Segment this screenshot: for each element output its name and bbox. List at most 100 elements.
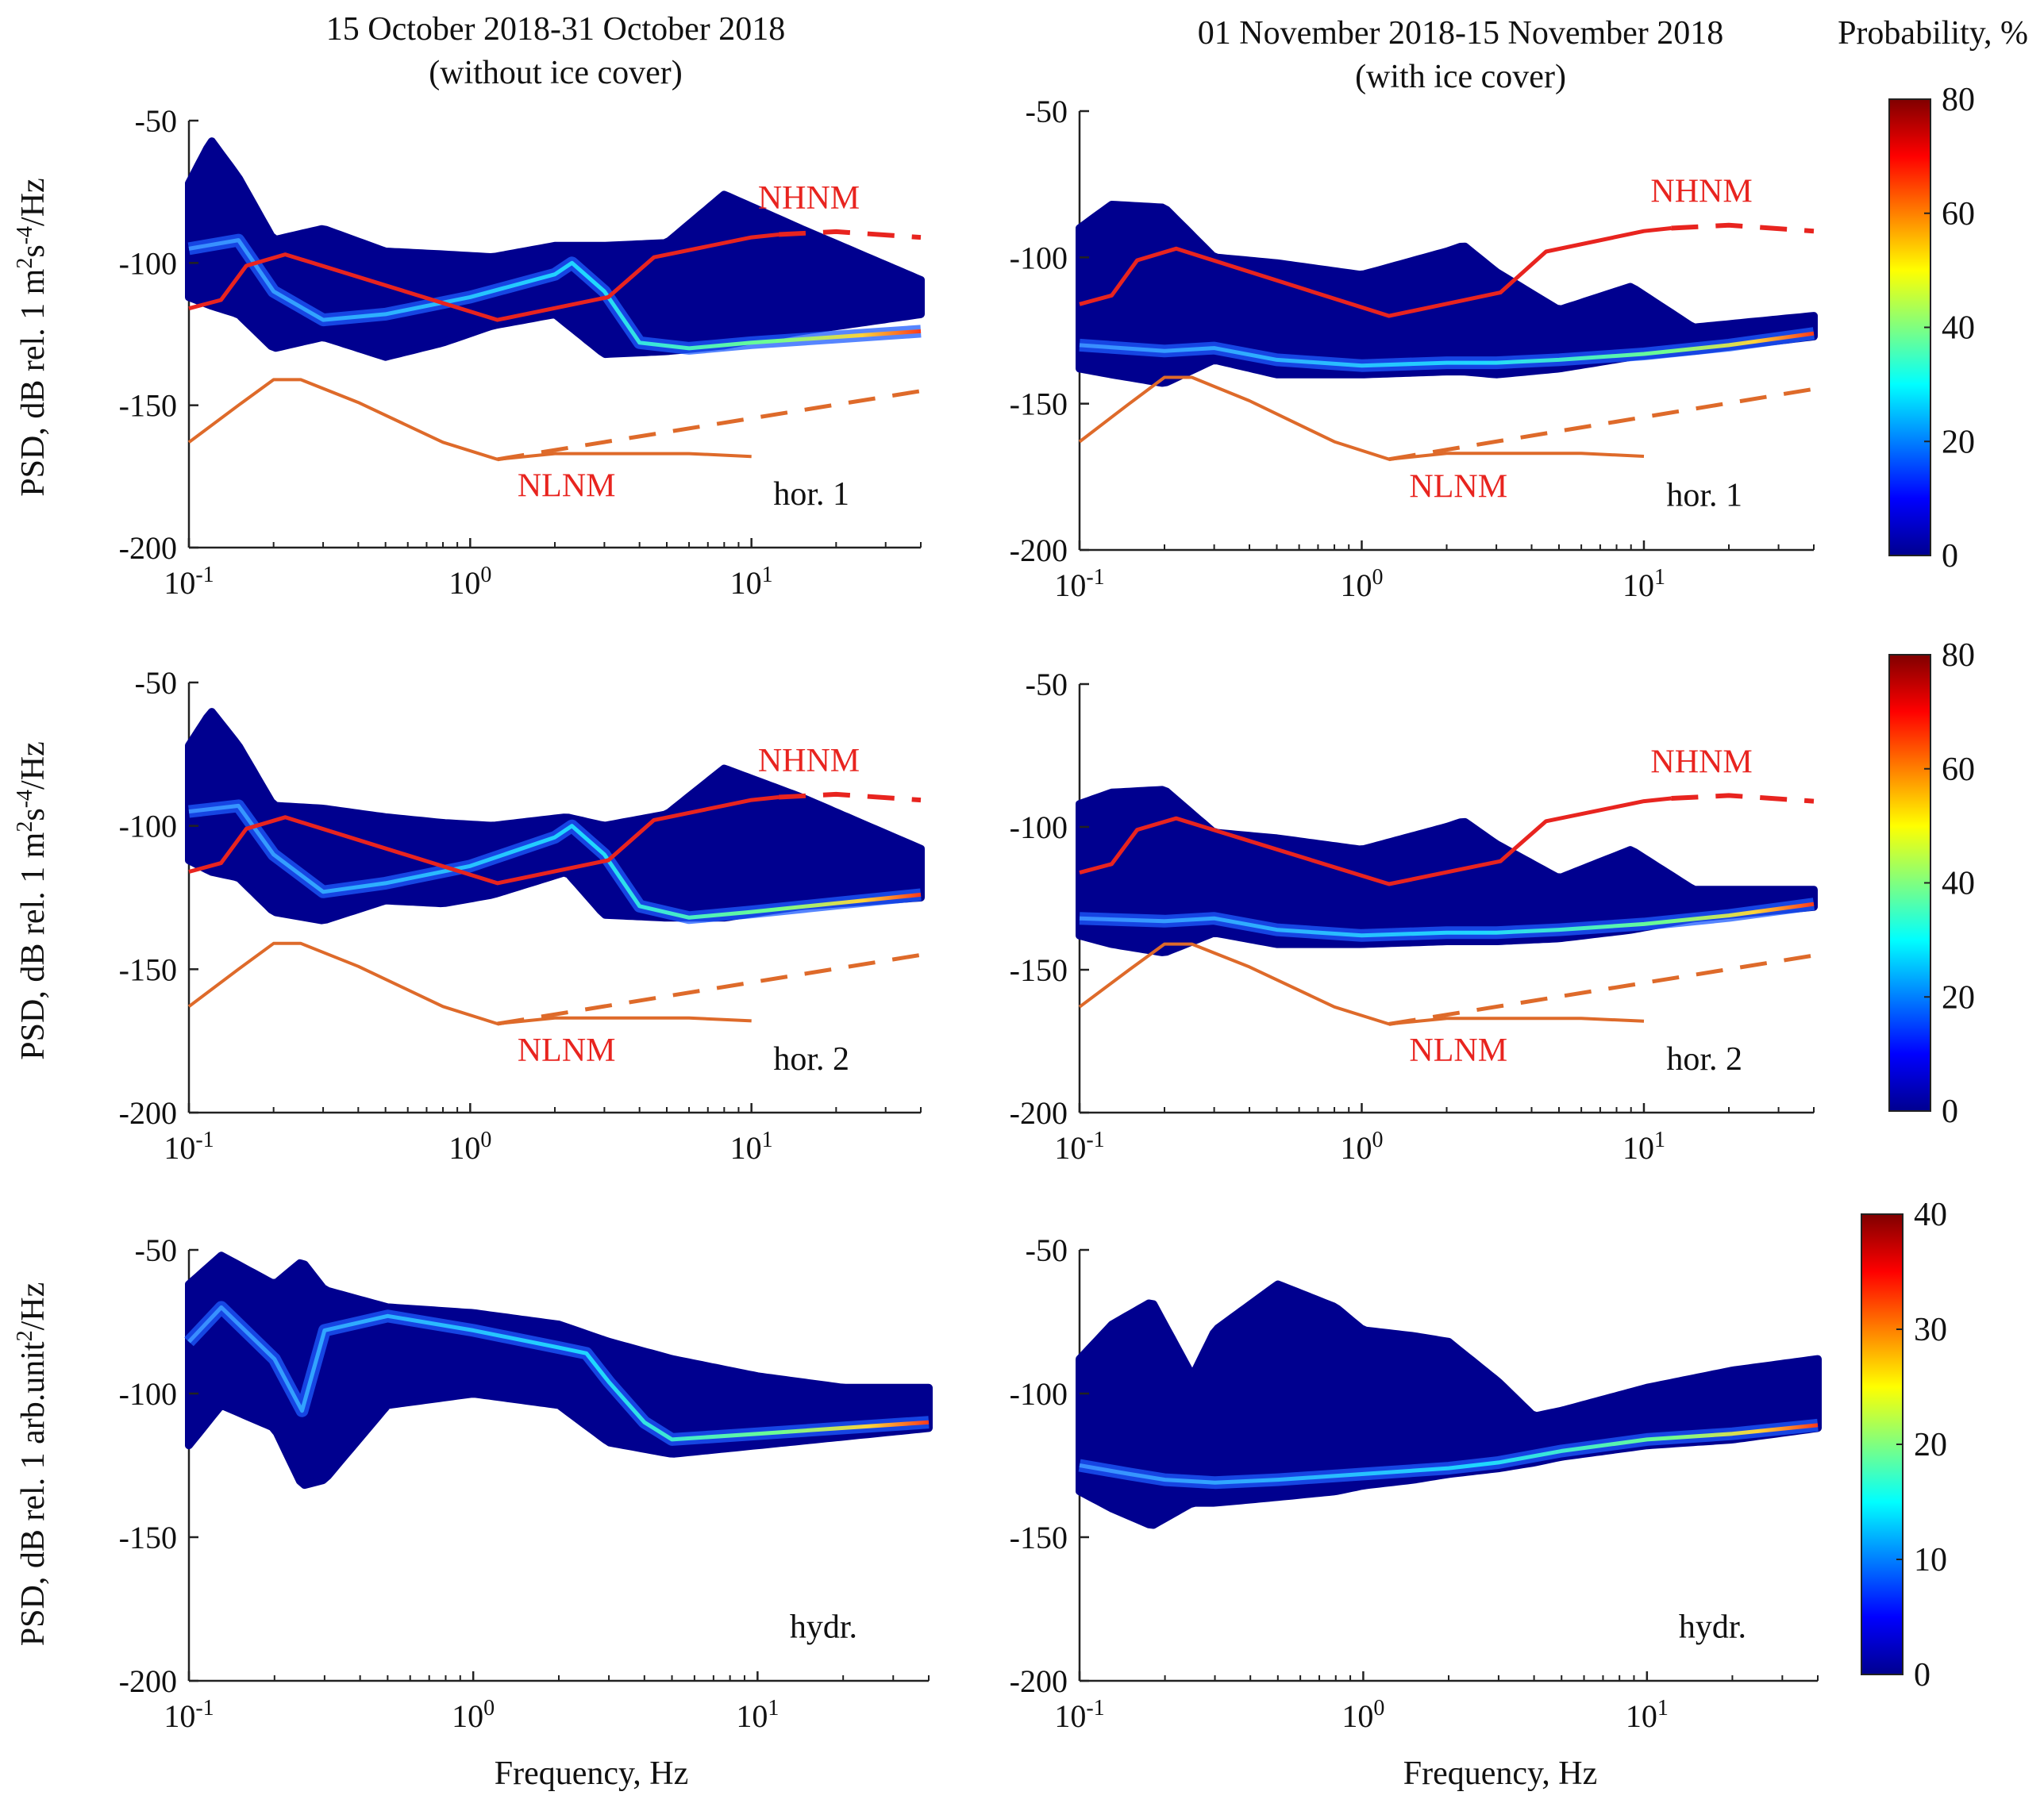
psd-mode-ridge [1079,1423,1819,1485]
colorbar-tick-label: 0 [1942,1094,1958,1130]
colorbar-tick-label: 0 [1914,1657,1930,1694]
psd-density-region [185,137,925,361]
y-tick-label: -200 [119,1095,177,1131]
y-tick-label: -150 [119,388,177,424]
x-tick-label: 101 [736,1696,779,1735]
xlabel-right: Frequency, Hz [1403,1755,1598,1792]
panel-label: hydr. [790,1609,857,1646]
psd-mode-ridge [1079,902,1815,938]
nhnm-label: NHNM [1650,173,1752,210]
panel-label: hor. 1 [1666,478,1742,514]
nhnm-label: NHNM [758,180,860,217]
y-tick-label: -100 [119,809,177,844]
psd-mode-ridge [188,803,922,920]
y-tick-label: -200 [1010,1095,1068,1131]
nhnm-label: NHNM [758,743,860,779]
y-tick-label: -50 [135,103,177,139]
nlnm-curve [187,378,752,461]
nhnm-curve [188,233,779,322]
colorbar-tick-label: 80 [1942,637,1975,674]
colorbar-tick-label: 0 [1942,538,1958,575]
colorbar-3: 0 10 20 30 40 [1861,1197,1947,1694]
y-tick-label: -200 [119,530,177,566]
column-title-october-line1: 15 October 2018-31 October 2018 [326,11,786,48]
x-tick-label: 100 [448,1128,491,1167]
ylabel-row-1: PSD, dB rel. 1 m2s-4/Hz [13,178,52,496]
psd-density-region [1076,201,1818,387]
nhnm-extension [778,791,922,803]
colorbar-tick-label: 30 [1914,1312,1947,1348]
colorbar-gradient [1861,1213,1903,1675]
x-tick-label: 100 [1340,1128,1383,1167]
nlnm-extension [497,389,922,462]
colorbar-tick-label: 20 [1914,1427,1947,1463]
y-tick-label: -50 [1026,94,1068,129]
y-tick-label: -200 [119,1663,177,1699]
panel-label: hor. 2 [1666,1041,1742,1078]
ylabel-row-2: PSD, dB rel. 1 m2s-4/Hz [13,741,52,1059]
y-tick-label: -150 [1010,1520,1068,1555]
nlnm-label: NLNM [1409,469,1507,506]
colorbar-tick-label: 60 [1942,752,1975,788]
psd-mode-ridge [188,238,922,351]
y-tick-label: -200 [1010,1663,1068,1699]
x-tick-label: 10-1 [1054,1128,1104,1167]
colorbar-tick-label: 20 [1942,979,1975,1016]
psd-mode-ridge [1079,331,1815,368]
panel-label: hor. 2 [773,1041,849,1078]
y-tick-label: -50 [1026,667,1068,702]
nhnm-curve [1079,226,1672,318]
x-tick-label: 10-1 [164,1696,214,1735]
x-tick-label: 100 [1340,565,1383,604]
panel-label: hydr. [1679,1609,1746,1646]
nlnm-label: NLNM [1409,1032,1507,1069]
column-title-october-line2: (without ice cover) [429,55,683,91]
nlnm-label: NLNM [518,1032,616,1069]
nlnm-curve [1078,942,1645,1026]
colorbar-tick-label: 80 [1942,82,1975,118]
x-tick-label: 100 [452,1696,495,1735]
y-tick-label: -100 [119,245,177,281]
colorbar-tick-label: 40 [1942,866,1975,902]
nhnm-label: NHNM [1650,744,1752,781]
y-tick-label: -50 [135,665,177,701]
y-tick-label: -150 [1010,386,1068,422]
x-tick-label: 10-1 [164,563,214,602]
x-tick-label: 101 [730,563,773,602]
nlnm-extension [1388,386,1815,462]
psd-mode-ridge [187,1305,930,1442]
y-tick-label: -150 [119,952,177,987]
panel-label: hor. 1 [773,476,849,513]
colorbar-tick-label: 20 [1942,424,1975,460]
nlnm-extension [497,952,922,1026]
colorbars: 0 20 40 60 80 0 20 40 60 80 0 10 20 30 40 [1861,82,1975,1694]
nlnm-extension [1388,953,1815,1026]
psd-density-region [185,1251,933,1490]
y-tick-label: -100 [1010,240,1068,275]
y-tick-label: -100 [1010,1376,1068,1412]
x-tick-label: 10-1 [164,1128,214,1167]
y-tick-label: -50 [135,1232,177,1268]
y-tick-label: -50 [1026,1232,1068,1268]
colorbar-gradient [1888,98,1931,556]
nlnm-curve [1078,375,1645,461]
x-tick-label: 10-1 [1054,1696,1104,1735]
colorbar-tick-label: 10 [1914,1542,1947,1578]
xlabel-left: Frequency, Hz [495,1755,689,1792]
y-tick-label: -150 [119,1520,177,1555]
nlnm-label: NLNM [518,467,616,504]
colorbar-tick-label: 60 [1942,196,1975,233]
x-tick-label: 100 [448,563,491,602]
colorbar-tick-label: 40 [1914,1197,1947,1233]
column-title-november-line1: 01 November 2018-15 November 2018 [1198,15,1724,52]
x-tick-label: 101 [1622,565,1665,604]
y-tick-label: -100 [1010,809,1068,845]
colorbar-1: 0 20 40 60 80 [1888,82,1975,575]
